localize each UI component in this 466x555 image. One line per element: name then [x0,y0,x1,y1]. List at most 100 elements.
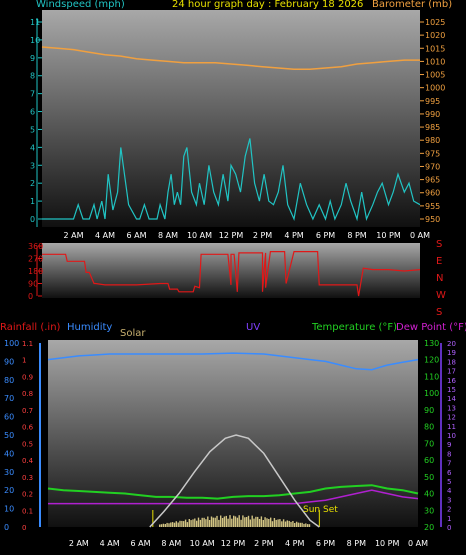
barometer-tick-label: 990 [425,110,440,119]
humidity-tick-label: 0 [4,523,9,532]
solar-activity-bar [258,519,261,527]
x-tick-label: 6 AM [130,539,150,548]
solar-activity-bar [183,521,185,527]
barometer-tick-label: 960 [425,189,440,198]
barometer-tick-label: 970 [425,162,440,171]
solar-activity-bar [247,515,250,527]
wind-axis: 0 1 2 3 4 5 6 7 8 9 10 11 [30,18,42,227]
solar-activity-bar [196,520,198,527]
solar-activity-bar [170,522,172,527]
uv-tick-label: 12 [447,414,456,422]
barometer-tick-label: 965 [425,176,440,185]
solar-line [149,434,320,528]
lower-axes: 010203040506070809010000.10.20.30.40.50.… [4,339,456,532]
solar-activity-bar [203,517,205,527]
solar-activity-bar [308,524,311,527]
solar-activity-bar [240,519,242,527]
solar-activity-bar [238,515,240,527]
solar-activity-bar [181,520,183,527]
humidity-tick-label: 100 [4,339,19,348]
solar-activity-bar [303,523,305,527]
direction-tick-label: 90 [28,280,38,289]
x-tick-label: 2 AM [69,539,89,548]
rain-tick-label: 1 [22,357,26,365]
wind-tick-label: 4 [30,143,35,152]
solar-activity-bar [233,515,235,527]
solar-activity-bar [273,518,276,527]
solar-activity-bar [284,521,287,527]
uv-tick-label: 10 [447,432,456,440]
solar-activity-bar [242,515,244,527]
rain-tick-label: 0.4 [22,457,34,465]
solar-activity-bar [301,522,303,527]
x-tick-label: 4 PM [285,539,304,548]
solar-activity-bar [173,522,176,527]
solar-activity-bar [286,520,288,527]
x-tick-label: 6 PM [316,231,335,240]
barometer-tick-label: 980 [425,136,440,145]
solar-activity-bar [299,522,301,527]
solar-activity-bar [231,518,233,527]
temperature-tick-label: 130 [424,339,439,348]
solar-activity-bar [236,517,239,527]
temperature-tick-label: 50 [424,473,434,482]
dewpoint-label: Dew Point (°F) [396,322,466,333]
lower-series-group [47,352,419,528]
solar-activity-bar [288,520,290,527]
x-tick-label: 2 PM [253,231,272,240]
x-tick-label: 6 PM [316,539,335,548]
wind-tick-label: 8 [30,72,35,81]
temperature-tick-label: 120 [424,356,439,365]
x-tick-label: 0 AM [408,539,428,548]
humidity-tick-label: 60 [4,413,14,422]
graph-title: 24 hour graph day : February 18 2026 [172,0,364,10]
uv-tick-label: 9 [447,441,451,449]
solar-activity-bar [221,518,224,527]
temperature-tick-label: 40 [424,490,434,499]
solar-activity-bar [295,521,298,527]
temperature-tick-label: 100 [424,389,439,398]
temperature-line [47,484,419,500]
uv-tick-label: 16 [447,377,456,385]
solar-activity-bar [159,524,161,527]
rain-tick-label: 1.1 [22,340,33,348]
direction-tick-label: 0 [28,292,33,301]
solar-activity-bar [218,519,220,527]
barometer-tick-label: 955 [425,202,440,211]
solar-activity-bar [279,519,281,527]
sunset-label: Sun Set [303,505,338,515]
humidity-tick-label: 20 [4,486,14,495]
solar-activity-bar [175,521,177,527]
x-tick-label: 2 AM [63,231,83,240]
solar-activity-bar [262,520,264,527]
wind-tick-label: 9 [30,54,35,63]
solar-activity-bar [255,516,257,527]
solar-activity-bar [208,520,211,527]
direction-line [42,251,421,297]
temperature-tick-label: 60 [424,456,434,465]
rain-tick-label: 0.8 [22,390,33,398]
x-tick-label: 4 AM [100,539,120,548]
solar-activity-bar [292,521,294,527]
solar-activity-bar [253,518,255,527]
solar-activity-bar [271,521,274,527]
x-tick-label: 8 AM [161,539,181,548]
direction-tick-label: 270 [28,255,43,264]
x-tick-label: 8 PM [347,231,366,240]
solar-activity-bar [216,515,218,527]
rain-tick-label: 0 [22,524,26,532]
humidity-tick-label: 80 [4,376,14,385]
solar-activity-bar [210,516,213,527]
uv-label: UV [246,322,260,333]
compass-label: W [436,290,446,301]
solar-activity-bar [268,519,270,527]
uv-tick-label: 15 [447,386,456,394]
x-tick-label: 10 PM [376,231,401,240]
solar-activity-bar [205,519,207,527]
solar-activity-bar [214,517,216,527]
rainfall-label: Rainfall (.in) [0,322,61,333]
wind-tick-label: 7 [30,90,35,99]
x-tick-label: 6 AM [126,231,146,240]
solar-activity-bar [197,517,200,527]
solar-activity-bar [305,523,307,527]
